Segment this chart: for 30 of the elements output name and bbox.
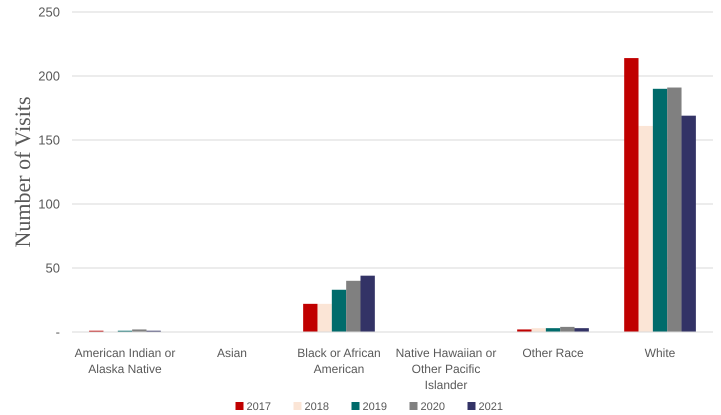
bar: [624, 58, 639, 332]
x-tick-label: White: [644, 346, 676, 360]
y-tick-label: 50: [46, 260, 60, 276]
bar: [303, 304, 318, 332]
y-tick-label: 200: [38, 68, 60, 84]
bar: [638, 126, 653, 332]
legend-label: 2020: [420, 401, 445, 413]
bar: [346, 280, 361, 332]
legend-label: 2021: [478, 401, 503, 413]
legend-label: 2017: [246, 401, 271, 413]
legend-label: 2018: [304, 401, 329, 413]
bar: [682, 116, 696, 332]
x-tick-label: Other Race: [522, 346, 584, 360]
x-tick-label: Native Hawaiian or Other Pacific Islander: [396, 346, 496, 392]
bar: [317, 304, 332, 332]
bar: [332, 290, 346, 332]
bar: [652, 88, 668, 332]
x-tick-label: American Indian or Alaska Native: [74, 346, 176, 376]
bar: [667, 88, 682, 332]
bar: [532, 328, 546, 332]
y-axis-title: Number of Visits: [10, 96, 35, 248]
y-tick-label: 250: [38, 4, 60, 20]
x-tick-label: Asian: [216, 346, 247, 360]
bar: [574, 328, 589, 332]
legend-label: 2019: [362, 401, 387, 413]
y-tick-label: 150: [38, 132, 60, 148]
x-tick-label: Black or African American: [297, 346, 381, 376]
y-tick-label: 100: [38, 196, 60, 212]
bar: [360, 276, 375, 332]
y-tick-label: -: [56, 324, 60, 340]
